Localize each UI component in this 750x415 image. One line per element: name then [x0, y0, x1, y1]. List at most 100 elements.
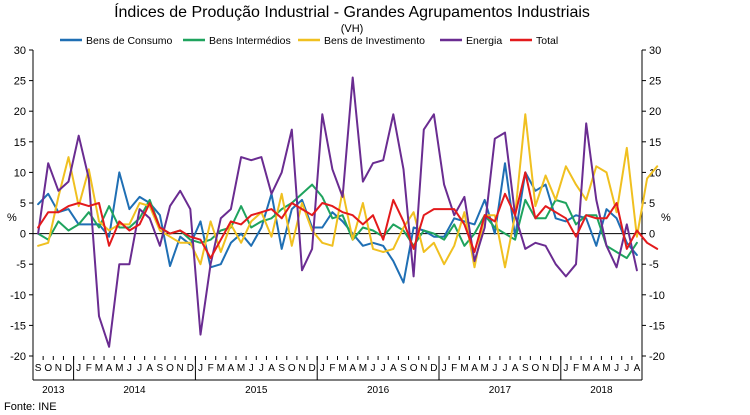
x-month-label: J: [492, 363, 497, 374]
x-month-label: N: [298, 363, 305, 374]
y-tick-label-left: 15: [14, 137, 26, 149]
y-tick-label-left: -5: [16, 259, 26, 271]
x-month-label: N: [542, 363, 549, 374]
y-tick-label-right: 25: [649, 76, 661, 88]
series-line-bens-de-investimento: [37, 113, 659, 269]
x-month-label: M: [237, 363, 245, 374]
x-month-label: F: [329, 363, 335, 374]
y-tick-label-right: 30: [649, 45, 661, 57]
y-tick-label-right: 0: [649, 229, 655, 241]
x-month-label: M: [217, 363, 225, 374]
series-layer: [37, 76, 659, 348]
x-month-label: M: [460, 363, 468, 374]
y-tick-label-left: 30: [14, 45, 26, 57]
x-month-label: N: [55, 363, 62, 374]
y-tick-label-left: -15: [10, 320, 26, 332]
x-month-label: D: [187, 363, 194, 374]
x-month-label: M: [602, 363, 610, 374]
legend-label: Bens de Investimento: [324, 35, 425, 47]
x-month-label: O: [532, 363, 540, 374]
x-month-label: A: [146, 363, 153, 374]
x-month-label: O: [288, 363, 296, 374]
x-month-label: A: [512, 363, 519, 374]
x-month-label: M: [115, 363, 123, 374]
legend-label: Energia: [466, 35, 502, 47]
y-tick-label-right: 20: [649, 106, 661, 118]
x-month-label: S: [522, 363, 529, 374]
y-tick-label-right: -15: [649, 320, 665, 332]
y-tick-label-right: 5: [649, 198, 655, 210]
x-month-label: F: [451, 363, 457, 374]
x-month-label: J: [502, 363, 507, 374]
chart-subtitle: (VH): [341, 23, 364, 35]
legend-label: Total: [536, 35, 558, 47]
axes: 30 30 25 25 20 20 15 15 10 10 5 5 0 0 -5 -5 -10 -10 -15 -15…: [10, 45, 665, 396]
x-month-label: A: [268, 363, 275, 374]
x-month-label: O: [166, 363, 174, 374]
source-note: Fonte: INE: [4, 401, 57, 413]
x-month-label: M: [359, 363, 367, 374]
x-year-label: 2017: [489, 385, 512, 396]
y-axis-label-left: %: [7, 212, 17, 224]
x-month-label: M: [481, 363, 489, 374]
x-month-label: M: [582, 363, 590, 374]
x-month-label: D: [552, 363, 559, 374]
x-month-label: S: [400, 363, 407, 374]
x-month-label: S: [157, 363, 164, 374]
x-month-label: J: [624, 363, 629, 374]
x-month-label: J: [198, 363, 203, 374]
x-year-label: 2016: [367, 385, 390, 396]
x-month-label: A: [593, 363, 600, 374]
y-tick-label-left: 0: [20, 229, 26, 241]
x-month-label: F: [573, 363, 579, 374]
x-month-label: J: [137, 363, 142, 374]
x-month-label: J: [371, 363, 376, 374]
y-tick-label-left: 20: [14, 106, 26, 118]
x-month-label: O: [44, 363, 52, 374]
x-month-label: J: [381, 363, 386, 374]
x-month-label: J: [442, 363, 447, 374]
x-month-label: D: [65, 363, 72, 374]
x-year-label: 2018: [590, 385, 613, 396]
x-month-label: J: [76, 363, 81, 374]
x-month-label: A: [349, 363, 356, 374]
x-month-label: N: [420, 363, 427, 374]
y-tick-label-right: -20: [649, 351, 665, 363]
x-month-label: N: [177, 363, 184, 374]
x-month-label: A: [471, 363, 478, 374]
x-month-label: O: [410, 363, 418, 374]
series-line-energia: [37, 76, 638, 348]
y-tick-label-right: 15: [649, 137, 661, 149]
x-month-label: D: [309, 363, 316, 374]
chart-title: Índices de Produção Industrial - Grandes…: [114, 2, 590, 21]
legend-label: Bens Intermédios: [209, 35, 291, 47]
x-month-label: J: [249, 363, 254, 374]
y-tick-label-left: 5: [20, 198, 26, 210]
x-month-label: J: [259, 363, 264, 374]
x-month-label: F: [208, 363, 214, 374]
x-month-label: D: [430, 363, 437, 374]
y-tick-label-left: 25: [14, 76, 26, 88]
x-month-label: M: [338, 363, 346, 374]
x-month-label: J: [563, 363, 568, 374]
y-tick-label-left: 10: [14, 167, 26, 179]
y-tick-label-left: -20: [10, 351, 26, 363]
y-tick-label-left: -10: [10, 290, 26, 302]
legend-label: Bens de Consumo: [86, 35, 173, 47]
y-tick-label-right: -10: [649, 290, 665, 302]
y-axis-label-right: %: [661, 212, 671, 224]
x-month-label: S: [278, 363, 285, 374]
x-month-label: S: [35, 363, 42, 374]
x-month-label: A: [106, 363, 113, 374]
x-month-label: M: [95, 363, 103, 374]
x-month-label: J: [614, 363, 619, 374]
y-tick-label-right: 10: [649, 167, 661, 179]
y-tick-label-right: -5: [649, 259, 659, 271]
x-year-label: 2013: [42, 385, 65, 396]
series-line-total: [37, 171, 659, 260]
x-month-label: A: [390, 363, 397, 374]
x-month-label: J: [127, 363, 132, 374]
x-month-label: A: [228, 363, 235, 374]
x-month-label: J: [320, 363, 325, 374]
